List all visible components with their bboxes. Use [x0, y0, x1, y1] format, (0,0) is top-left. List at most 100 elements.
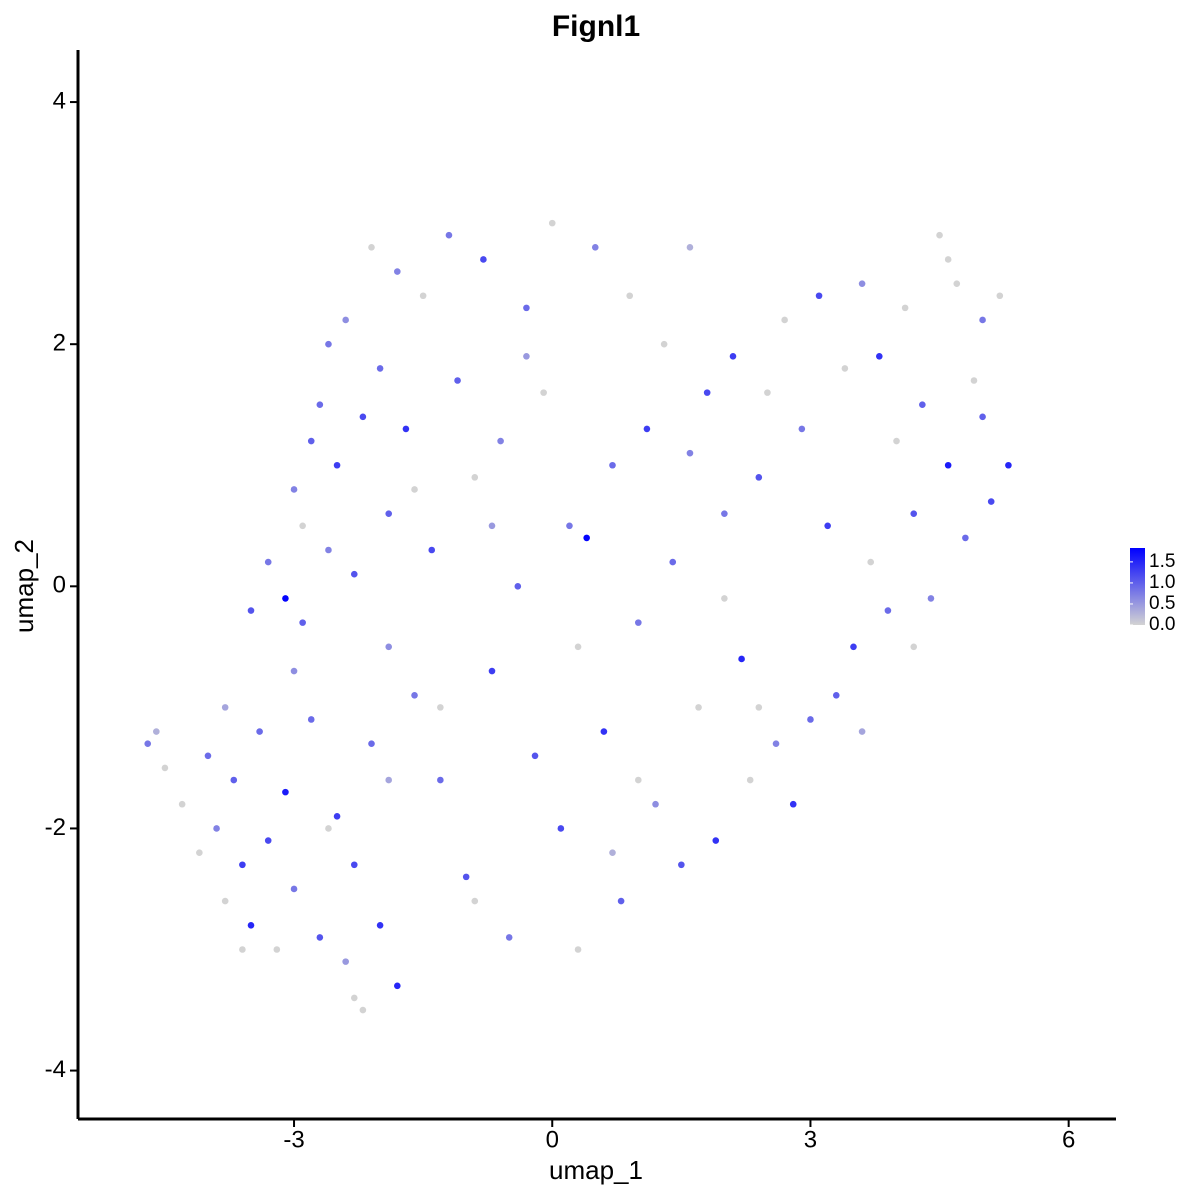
point — [893, 437, 900, 445]
point — [540, 389, 547, 396]
point — [290, 885, 298, 893]
point — [325, 340, 332, 348]
point — [290, 486, 298, 493]
point — [703, 389, 711, 396]
point — [970, 377, 978, 384]
y-tick-label: -2 — [45, 814, 66, 841]
point — [368, 244, 375, 251]
colorbar-tick-label: 1.5 — [1149, 551, 1175, 572]
point — [213, 825, 220, 832]
point — [368, 740, 375, 747]
point — [678, 861, 685, 869]
point — [385, 510, 393, 517]
point — [454, 377, 461, 384]
point — [944, 256, 952, 263]
point — [626, 292, 634, 300]
colorbar — [1130, 548, 1145, 625]
point — [858, 280, 866, 287]
point — [445, 231, 453, 239]
point — [299, 522, 306, 530]
point — [419, 292, 427, 300]
point — [299, 619, 306, 626]
point — [669, 558, 677, 566]
point — [824, 522, 831, 530]
point — [221, 897, 229, 905]
point — [635, 776, 642, 784]
y-tick-label: 4 — [53, 87, 66, 114]
point — [264, 837, 272, 844]
point — [876, 352, 883, 360]
point — [953, 280, 961, 287]
point — [764, 389, 771, 396]
point — [411, 691, 418, 699]
y-tick-label: 2 — [53, 330, 66, 357]
point — [273, 946, 281, 953]
point — [566, 522, 573, 530]
point — [342, 958, 349, 965]
point — [910, 643, 918, 651]
point — [394, 982, 401, 990]
point — [609, 849, 616, 856]
point — [600, 728, 608, 735]
point — [635, 619, 642, 626]
point — [755, 704, 763, 711]
point — [350, 861, 358, 869]
point — [514, 583, 522, 590]
point — [462, 873, 470, 881]
point — [290, 667, 298, 675]
point — [505, 934, 513, 941]
point — [333, 813, 341, 820]
point — [548, 219, 556, 227]
y-tick-label: 0 — [53, 572, 66, 599]
point — [497, 437, 504, 445]
point — [239, 946, 246, 953]
point — [523, 304, 530, 312]
point — [307, 716, 315, 723]
point — [1005, 461, 1012, 469]
colorbar-tick-label: 0.5 — [1149, 593, 1175, 614]
point — [781, 316, 788, 324]
point — [196, 849, 203, 856]
point — [437, 704, 444, 711]
point — [686, 244, 694, 251]
point — [282, 595, 289, 602]
point — [617, 897, 625, 905]
point — [936, 231, 943, 239]
point — [643, 425, 651, 433]
point — [480, 256, 487, 263]
point — [471, 474, 479, 481]
x-tick-label: 6 — [1062, 1126, 1075, 1153]
point — [437, 776, 444, 784]
point — [350, 994, 358, 1002]
x-tick-label: 3 — [804, 1126, 817, 1153]
point — [471, 897, 479, 905]
point — [772, 740, 780, 747]
point — [850, 643, 857, 651]
point — [376, 365, 384, 372]
point — [721, 595, 728, 602]
point — [531, 752, 539, 760]
point — [841, 365, 849, 372]
point — [996, 292, 1004, 300]
point — [316, 401, 324, 409]
colorbar-tick-label: 0.0 — [1149, 614, 1175, 635]
point — [523, 352, 530, 360]
point — [385, 776, 393, 784]
point — [867, 558, 875, 566]
point — [798, 425, 806, 433]
point — [927, 595, 935, 602]
point — [247, 921, 255, 929]
point — [789, 800, 797, 808]
point — [247, 607, 255, 614]
x-tick-label: -3 — [283, 1126, 304, 1153]
point — [884, 607, 892, 614]
point — [385, 643, 393, 651]
point — [574, 946, 582, 953]
point — [342, 316, 349, 324]
point — [919, 401, 926, 409]
point — [858, 728, 866, 735]
point — [282, 788, 289, 796]
point — [144, 740, 152, 747]
point — [178, 800, 186, 808]
